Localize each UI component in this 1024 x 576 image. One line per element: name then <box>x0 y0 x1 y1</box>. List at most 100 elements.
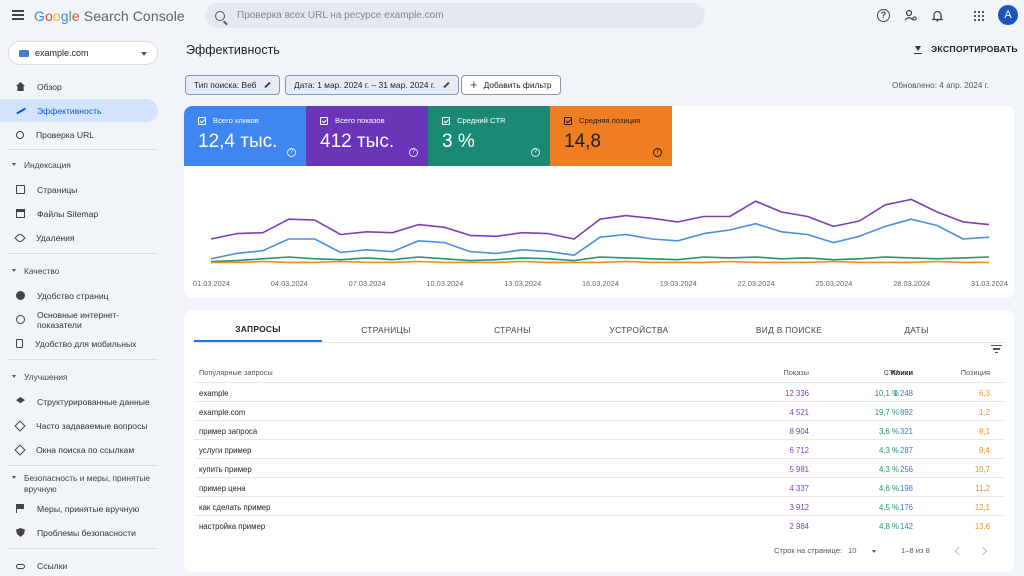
sidebar-item-core-web-vitals[interactable]: Основные интернет-показатели <box>0 308 158 331</box>
checkbox-checked-icon[interactable] <box>198 116 206 125</box>
add-filter-button[interactable]: + Добавить фильтр <box>461 75 561 95</box>
app-logo[interactable]: Google Search Console <box>34 8 185 24</box>
logo-letter: e <box>71 8 80 24</box>
flag-icon <box>16 504 25 513</box>
menu-icon[interactable] <box>12 10 24 20</box>
header-ctr[interactable]: CTR <box>883 368 899 377</box>
checkbox-checked-icon[interactable] <box>320 116 328 125</box>
x-tick-label: 01.03.2024 <box>193 279 230 288</box>
section-quality[interactable]: Качество <box>0 266 165 276</box>
metric-card-impressions[interactable]: Всего показов 412 тыс. ? <box>306 106 428 166</box>
cell-query: купить пример <box>199 465 252 474</box>
smartphone-icon <box>16 339 23 348</box>
tab-search-appearance[interactable]: ВИД В ПОИСКЕ <box>755 325 823 335</box>
sidebar-item-label: Проверка URL <box>36 129 95 140</box>
sidebar-item-removals[interactable]: Удаления <box>0 226 158 249</box>
sidebar-item-performance[interactable]: Эффективность <box>0 99 158 122</box>
table-row[interactable]: купить пример 256 5 981 4,3 % 10,7 <box>194 458 1004 477</box>
chevron-down-icon <box>12 163 16 166</box>
dimension-table-card: ЗАПРОСЫ СТРАНИЦЫ СТРАНЫ УСТРОЙСТВА ВИД В… <box>184 310 1014 572</box>
table-row[interactable]: example.com 892 4 521 19,7 % 1,2 <box>194 401 1004 420</box>
help-icon[interactable]: ? <box>877 9 890 22</box>
header-clicks-label: Клики <box>891 368 913 377</box>
header-clicks[interactable]: ↓ Клики <box>885 368 913 377</box>
sidebar-item-faq[interactable]: Часто задаваемые вопросы <box>0 414 158 437</box>
sidebar-item-links[interactable]: Ссылки <box>0 554 158 576</box>
last-updated: Обновлено: 4 апр. 2024 г. <box>892 81 989 90</box>
header-query[interactable]: Популярные запросы <box>199 368 273 377</box>
sidebar-item-pages[interactable]: Страницы <box>0 178 158 201</box>
table-row[interactable]: услуги пример 287 6 712 4,3 % 9,4 <box>194 439 1004 458</box>
x-tick-label: 19.03.2024 <box>659 279 697 288</box>
sidebar-item-overview[interactable]: Обзор <box>0 75 158 98</box>
cell-position: 11,2 <box>975 484 990 493</box>
metric-card-clicks[interactable]: Всего кликов 12,4 тыс. ? <box>184 106 306 166</box>
property-name: example.com <box>35 48 89 58</box>
filter-list-icon[interactable] <box>991 345 1002 354</box>
notifications-icon[interactable] <box>931 9 944 22</box>
table-row[interactable]: как сделать пример 176 3 912 4,5 % 12,1 <box>194 496 1004 515</box>
logo-letter: o <box>45 8 53 24</box>
header-position[interactable]: Позиция <box>960 368 990 377</box>
metric-card-ctr[interactable]: Средний CTR 3 % ? <box>428 106 550 166</box>
search-input[interactable] <box>237 10 677 21</box>
chevron-right-icon[interactable] <box>978 546 988 556</box>
divider <box>8 253 158 254</box>
cell-position: 6,3 <box>979 389 990 398</box>
help-icon[interactable]: ? <box>409 148 418 157</box>
section-indexing[interactable]: Индексация <box>0 160 165 170</box>
tab-countries[interactable]: СТРАНЫ <box>494 325 531 335</box>
date-filter-chip[interactable]: Дата: 1 мар. 2024 г. – 31 мар. 2024 г. <box>285 75 460 95</box>
sidebar-item-security-issues[interactable]: Проблемы безопасности <box>0 521 158 544</box>
apps-grid-icon[interactable] <box>973 9 986 22</box>
x-tick-label: 28.03.2024 <box>893 279 931 288</box>
cell-clicks: 321 <box>899 427 913 436</box>
table-row[interactable]: настройка пример 142 2 984 4,8 % 13,6 <box>194 515 1004 534</box>
help-icon[interactable]: ? <box>653 148 662 157</box>
export-button[interactable]: ЭКСПОРТИРОВАТЬ <box>914 44 1018 54</box>
property-selector[interactable]: example.com <box>8 41 158 65</box>
cell-ctr: 19,7 % <box>874 408 899 417</box>
rows-per-page-select[interactable]: 10 <box>848 546 877 555</box>
x-tick-label: 22.03.2024 <box>737 279 775 288</box>
manage-users-icon[interactable] <box>904 9 917 22</box>
sidebar-item-sitemaps[interactable]: Файлы Sitemap <box>0 202 158 225</box>
help-icon[interactable]: ? <box>531 148 540 157</box>
section-enhancements[interactable]: Улучшения <box>0 372 165 382</box>
section-security[interactable]: Безопасность и меры, принятые вручную <box>0 473 160 495</box>
sidebar-item-url-inspection[interactable]: Проверка URL <box>0 123 158 146</box>
metric-value: 14,8 <box>564 131 601 152</box>
url-inspection-search[interactable] <box>205 3 705 28</box>
checkbox-checked-icon[interactable] <box>442 116 450 125</box>
sidebar-item-mobile[interactable]: Удобство для мобильных <box>0 332 158 355</box>
checkbox-checked-icon[interactable] <box>564 116 572 125</box>
metric-card-position[interactable]: Средняя позиция 14,8 ? <box>550 106 672 166</box>
cell-impressions: 2 984 <box>789 522 809 531</box>
tab-queries[interactable]: ЗАПРОСЫ <box>194 318 322 342</box>
sidebar-item-label: Удобство страниц <box>37 290 109 301</box>
cell-query: услуги пример <box>199 446 252 455</box>
series-line-2 <box>210 256 990 263</box>
metric-value: 412 тыс. <box>320 131 395 152</box>
header-impressions[interactable]: Показы <box>783 368 809 377</box>
chevron-left-icon[interactable] <box>954 546 964 556</box>
help-icon[interactable]: ? <box>287 148 296 157</box>
tab-dates[interactable]: ДАТЫ <box>904 325 929 335</box>
table-row[interactable]: пример цена 198 4 337 4,6 % 11,2 <box>194 477 1004 496</box>
section-label: Качество <box>24 266 60 276</box>
account-avatar[interactable]: A <box>998 5 1018 25</box>
sidebar-item-structured-data[interactable]: Структурированные данные <box>0 390 158 413</box>
chevron-down-icon <box>12 476 16 479</box>
sidebar-item-manual-actions[interactable]: Меры, принятые вручную <box>0 497 158 520</box>
tab-devices[interactable]: УСТРОЙСТВА <box>609 325 669 335</box>
tab-pages[interactable]: СТРАНИЦЫ <box>361 325 411 335</box>
search-type-filter-chip[interactable]: Тип поиска: Веб <box>185 75 281 95</box>
table-row[interactable]: example 1 248 12 336 10,1 % 6,3 <box>194 382 1004 401</box>
cell-clicks: 176 <box>899 503 913 512</box>
logo-letter: l <box>68 8 72 24</box>
sidebar-item-page-experience[interactable]: Удобство страниц <box>0 284 158 307</box>
table-row[interactable]: пример запроса 321 8 904 3,6 % 8,1 <box>194 420 1004 439</box>
sidebar-item-label: Файлы Sitemap <box>37 208 99 219</box>
sidebar-item-sitelinks-search[interactable]: Окна поиска по ссылкам <box>0 438 158 461</box>
cell-position: 12,1 <box>974 503 990 512</box>
